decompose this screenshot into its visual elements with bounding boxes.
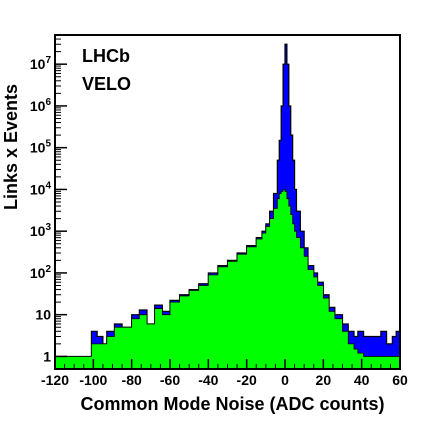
series-1-area xyxy=(54,189,401,370)
y-tick-label: 104 xyxy=(30,180,52,197)
ticks-layer xyxy=(54,34,401,369)
x-tick-label: 20 xyxy=(316,372,332,388)
x-tick-label: 60 xyxy=(392,372,408,388)
x-tick-label: 40 xyxy=(354,372,370,388)
y-tick-label: 107 xyxy=(30,55,52,72)
series-layer xyxy=(54,43,401,370)
labels-layer: -120 -100 -80 -60 -40 -20 0 20 40 60 1 10 102 103 104 1… xyxy=(30,55,408,388)
x-tick-label: -80 xyxy=(122,372,142,388)
x-tick-label: 0 xyxy=(281,372,289,388)
y-tick-label: 103 xyxy=(30,222,52,239)
y-tick-label: 102 xyxy=(30,264,52,281)
x-axis-label: Common Mode Noise (ADC counts) xyxy=(81,394,385,414)
annotation-lhcb: LHCb xyxy=(82,46,130,66)
x-tick-label: -20 xyxy=(237,372,257,388)
y-tick-label: 106 xyxy=(30,97,52,114)
x-tick-label: -60 xyxy=(160,372,180,388)
x-tick-label: -100 xyxy=(79,372,107,388)
x-tick-label: -120 xyxy=(41,372,69,388)
y-axis-label: Links x Events xyxy=(1,84,21,210)
y-tick-label: 10 xyxy=(35,307,51,323)
y-tick-label: 1 xyxy=(43,348,51,364)
y-tick-label: 105 xyxy=(30,139,52,156)
x-tick-label: -40 xyxy=(198,372,218,388)
annotation-velo: VELO xyxy=(82,74,131,94)
